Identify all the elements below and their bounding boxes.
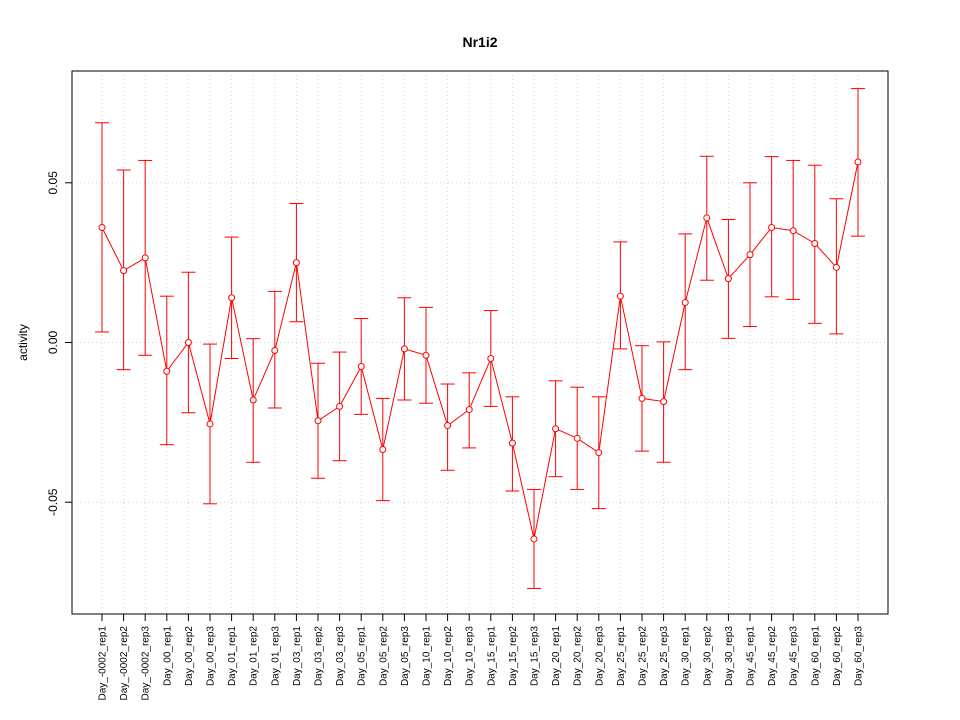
y-tick-label: 0.05 <box>46 171 60 195</box>
x-tick-label: Day_00_rep3 <box>206 626 217 686</box>
data-point <box>184 339 192 346</box>
data-point <box>271 346 279 354</box>
data-point <box>789 227 797 235</box>
data-point <box>681 299 689 307</box>
x-tick-label: Day_-0002_rep1 <box>98 626 109 701</box>
data-point <box>508 439 516 447</box>
data-point <box>465 406 473 414</box>
data-point <box>98 224 106 232</box>
x-tick-label: Day_60_rep2 <box>832 626 843 686</box>
x-tick-label: Day_30_rep1 <box>681 626 692 686</box>
x-tick-label: Day_30_rep2 <box>702 626 713 686</box>
x-tick-label: Day_15_rep2 <box>508 626 519 686</box>
data-point <box>400 345 408 353</box>
data-point <box>314 417 322 425</box>
x-tick-label: Day_05_rep3 <box>400 626 411 686</box>
x-tick-label: Day_30_rep3 <box>724 626 735 686</box>
data-point <box>854 158 862 166</box>
x-tick-label: Day_-0002_rep2 <box>119 626 130 701</box>
data-point <box>530 535 538 543</box>
data-point <box>811 239 819 247</box>
data-point <box>660 398 668 406</box>
x-tick-label: Day_20_rep3 <box>594 626 605 686</box>
x-tick-label: Day_25_rep2 <box>638 626 649 686</box>
data-point <box>228 294 236 302</box>
data-point <box>249 396 257 404</box>
x-tick-label: Day_00_rep2 <box>184 626 195 686</box>
x-tick-label: Day_05_rep1 <box>357 626 368 686</box>
x-tick-label: Day_45_rep1 <box>746 626 757 686</box>
data-point <box>703 214 711 222</box>
y-tick-label: -0.05 <box>46 488 60 516</box>
data-point <box>746 251 754 259</box>
x-tick-label: Day_20_rep1 <box>551 626 562 686</box>
x-tick-label: Day_20_rep2 <box>573 626 584 686</box>
x-tick-label: Day_01_rep3 <box>270 626 281 686</box>
x-tick-label: Day_01_rep2 <box>249 626 260 686</box>
x-tick-label: Day_60_rep3 <box>854 626 865 686</box>
x-tick-label: Day_60_rep1 <box>810 626 821 686</box>
data-point <box>832 263 840 271</box>
data-point <box>379 446 387 454</box>
data-point <box>422 351 430 359</box>
data-points <box>98 158 862 543</box>
y-axis: -0.05 0.00 0.05 <box>46 171 72 516</box>
data-point <box>444 422 452 430</box>
x-tick-label: Day_05_rep2 <box>378 626 389 686</box>
data-point <box>638 394 646 402</box>
data-point <box>336 402 344 410</box>
x-tick-label: Day_10_rep1 <box>422 626 433 686</box>
data-point <box>552 425 560 433</box>
x-axis: Day_-0002_rep1 Day_-0002_rep2 Day_-0002_re… <box>98 614 865 701</box>
x-tick-label: Day_03_rep2 <box>314 626 325 686</box>
data-point <box>357 362 365 370</box>
x-tick-label: Day_10_rep2 <box>443 626 454 686</box>
x-tick-label: Day_10_rep3 <box>465 626 476 686</box>
x-tick-label: Day_15_rep3 <box>530 626 541 686</box>
data-point <box>616 292 624 300</box>
data-point <box>487 354 495 362</box>
data-point <box>292 259 300 267</box>
y-tick-label: 0.00 <box>46 330 60 354</box>
data-point <box>768 224 776 232</box>
data-point <box>206 420 214 428</box>
data-point <box>573 434 581 442</box>
data-point <box>120 267 128 275</box>
data-point <box>163 367 171 375</box>
x-tick-label: Day_-0002_rep3 <box>141 626 152 701</box>
data-point <box>141 254 149 262</box>
x-tick-label: Day_45_rep3 <box>789 626 800 686</box>
x-tick-label: Day_03_rep3 <box>335 626 346 686</box>
chart-title: Nr1i2 <box>462 34 497 50</box>
x-tick-label: Day_25_rep3 <box>659 626 670 686</box>
x-tick-label: Day_25_rep1 <box>616 626 627 686</box>
x-tick-label: Day_03_rep1 <box>292 626 303 686</box>
series-line <box>101 161 859 540</box>
data-point <box>724 275 732 283</box>
x-tick-label: Day_45_rep2 <box>767 626 778 686</box>
series-line-path <box>101 161 859 540</box>
y-axis-label: activity <box>16 324 30 361</box>
data-point <box>595 449 603 457</box>
x-tick-label: Day_01_rep1 <box>227 626 238 686</box>
x-tick-label: Day_15_rep1 <box>486 626 497 686</box>
x-tick-label: Day_00_rep1 <box>162 626 173 686</box>
grid <box>72 71 888 614</box>
